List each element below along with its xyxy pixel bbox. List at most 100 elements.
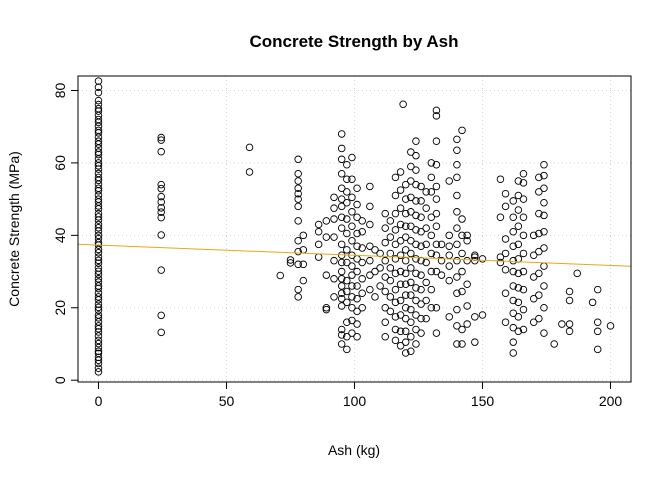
data-point (94, 104, 103, 113)
data-point (535, 173, 543, 182)
data-point (391, 313, 400, 321)
data-point (337, 144, 346, 153)
data-point (94, 275, 103, 283)
data-point (540, 171, 548, 180)
data-point (478, 255, 487, 263)
data-point (453, 273, 461, 281)
data-point (453, 160, 461, 169)
data-point (417, 300, 425, 308)
data-point (94, 303, 103, 312)
data-point (343, 276, 351, 285)
data-point (593, 318, 602, 326)
data-point (514, 206, 523, 214)
data-point (294, 260, 302, 269)
data-point (529, 231, 538, 240)
data-point (412, 166, 420, 174)
data-point (94, 322, 103, 330)
data-point (412, 311, 420, 319)
data-point (412, 296, 420, 305)
data-point (94, 223, 103, 232)
data-point (463, 320, 471, 328)
data-point (337, 240, 346, 249)
y-tick-label: 40 (52, 227, 68, 243)
data-point (94, 278, 103, 286)
x-tick-label: 100 (343, 393, 367, 409)
data-point (453, 191, 461, 200)
data-point (501, 265, 510, 274)
data-point (366, 242, 374, 250)
data-point (157, 311, 165, 320)
data-point (529, 294, 538, 303)
data-point (509, 197, 517, 205)
data-point (427, 249, 436, 258)
data-point (330, 293, 338, 301)
data-point (94, 159, 103, 167)
data-point (453, 340, 461, 348)
data-point (412, 340, 420, 348)
data-point (396, 168, 405, 176)
data-point (407, 148, 415, 156)
data-point (593, 327, 602, 336)
chart-title: Concrete Strength by Ash (249, 32, 458, 51)
data-point (540, 198, 548, 207)
data-point (94, 184, 103, 193)
data-point (94, 347, 103, 355)
data-point (535, 269, 543, 278)
data-point (353, 320, 361, 328)
data-point (519, 231, 528, 240)
data-point (348, 193, 356, 202)
data-point (314, 240, 323, 249)
data-point (94, 343, 103, 352)
data-point (366, 220, 374, 229)
data-point (358, 217, 366, 225)
data-point (337, 202, 346, 211)
data-point (407, 264, 415, 272)
data-point (412, 325, 420, 334)
data-point (391, 255, 400, 263)
data-point (353, 267, 361, 276)
data-point (514, 269, 523, 278)
data-point (157, 184, 165, 193)
data-point (337, 155, 346, 164)
data-point (94, 314, 103, 322)
data-point (94, 282, 103, 290)
data-point (94, 368, 103, 376)
data-point (348, 208, 356, 216)
data-point (157, 208, 165, 216)
data-point (314, 227, 323, 236)
data-point (94, 126, 103, 135)
data-point (519, 213, 528, 221)
data-point (401, 269, 410, 278)
data-point (519, 170, 528, 178)
data-point (94, 364, 103, 372)
data-point (157, 328, 165, 337)
data-point (94, 115, 103, 124)
data-point (294, 217, 302, 225)
data-point (314, 220, 323, 229)
data-point (509, 282, 517, 290)
data-point (381, 273, 389, 281)
data-point (453, 256, 461, 265)
data-point (401, 256, 410, 265)
data-point (593, 285, 602, 294)
data-point (432, 182, 441, 191)
data-point (401, 304, 410, 312)
data-point (343, 188, 351, 196)
data-point (588, 298, 597, 307)
data-point (463, 231, 471, 240)
data-point (94, 264, 103, 272)
data-point (417, 182, 425, 191)
data-point (294, 189, 302, 198)
data-point (348, 304, 356, 312)
data-point (348, 153, 356, 162)
data-point (353, 213, 361, 221)
data-point (422, 188, 430, 196)
data-point (417, 271, 425, 279)
data-point (343, 258, 351, 267)
data-point (509, 267, 517, 276)
data-point (391, 209, 400, 218)
data-point (371, 267, 379, 276)
data-point (453, 305, 461, 314)
data-point (565, 327, 574, 336)
data-point (343, 298, 351, 307)
